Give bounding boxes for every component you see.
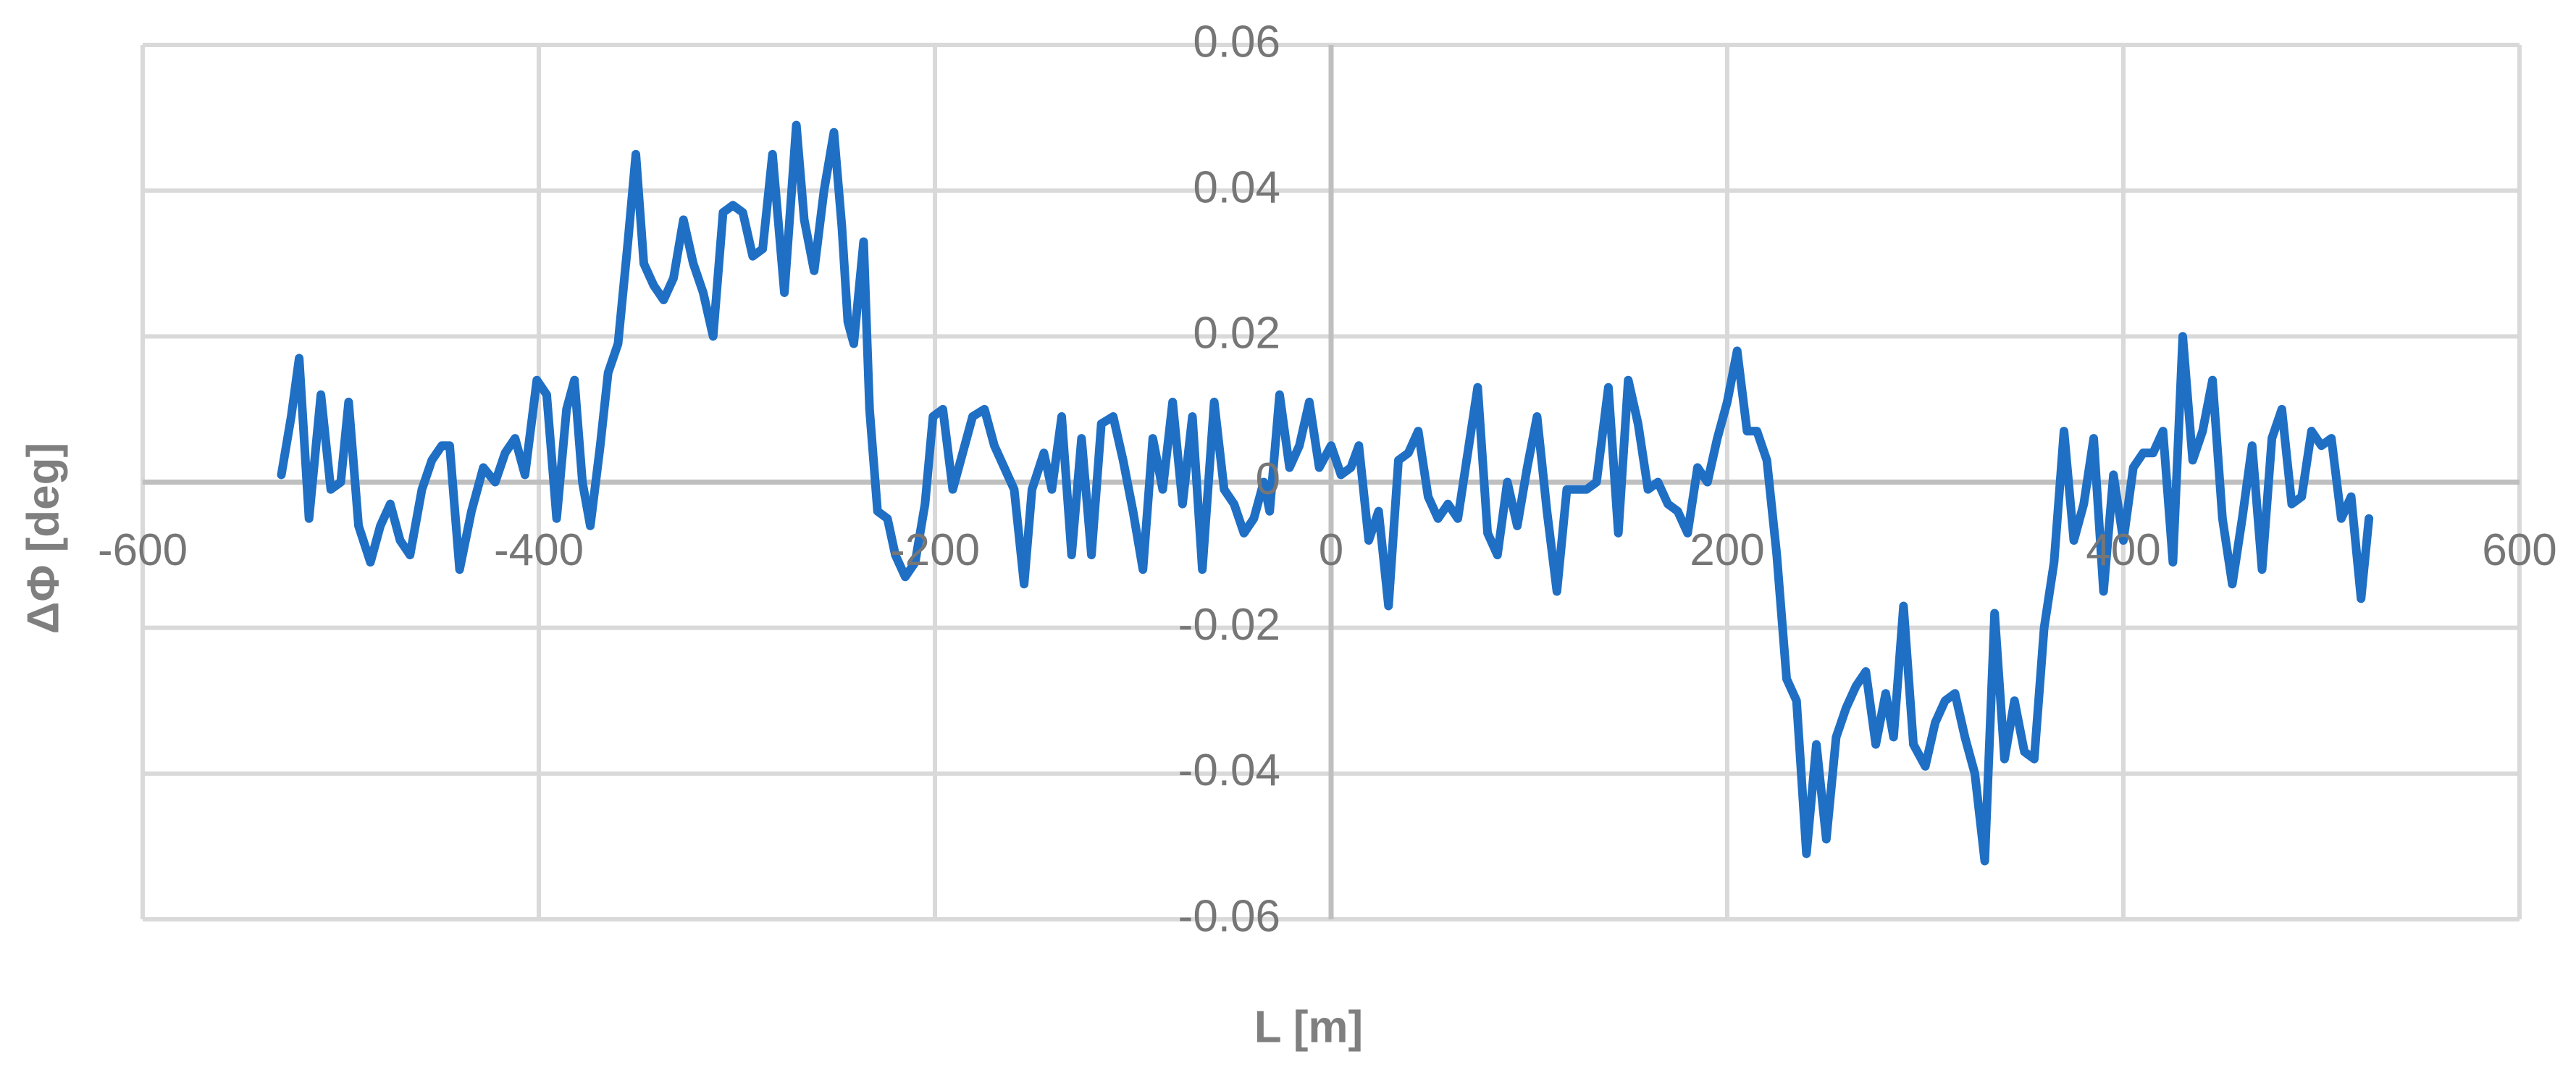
tick-labels: -600 -400 -200 0 200 400 600 -0.06 -0.04 -0.02 0 0.… [98, 17, 2557, 941]
x-tick-label: 200 [1690, 525, 1764, 575]
y-tick-label: -0.06 [1178, 891, 1280, 941]
axes [143, 45, 2520, 919]
y-tick-label: -0.04 [1178, 745, 1280, 795]
x-tick-label: -400 [494, 525, 584, 575]
y-tick-label: 0.02 [1193, 309, 1280, 359]
x-tick-label: -200 [890, 525, 980, 575]
y-tick-label: -0.02 [1178, 600, 1280, 650]
x-tick-label: 400 [2086, 525, 2160, 575]
y-axis-title: ΔΦ [deg] [18, 443, 68, 634]
plot-area [277, 120, 2374, 866]
x-tick-label: 600 [2482, 525, 2556, 575]
x-tick-label: -600 [98, 525, 188, 575]
x-axis-title: L [m] [1254, 1002, 1363, 1052]
data-line [277, 120, 2374, 866]
x-tick-label: 0 [1319, 525, 1343, 575]
y-tick-label: 0 [1256, 454, 1280, 504]
y-tick-label: 0.04 [1193, 163, 1280, 213]
y-tick-label: 0.06 [1193, 17, 1280, 67]
